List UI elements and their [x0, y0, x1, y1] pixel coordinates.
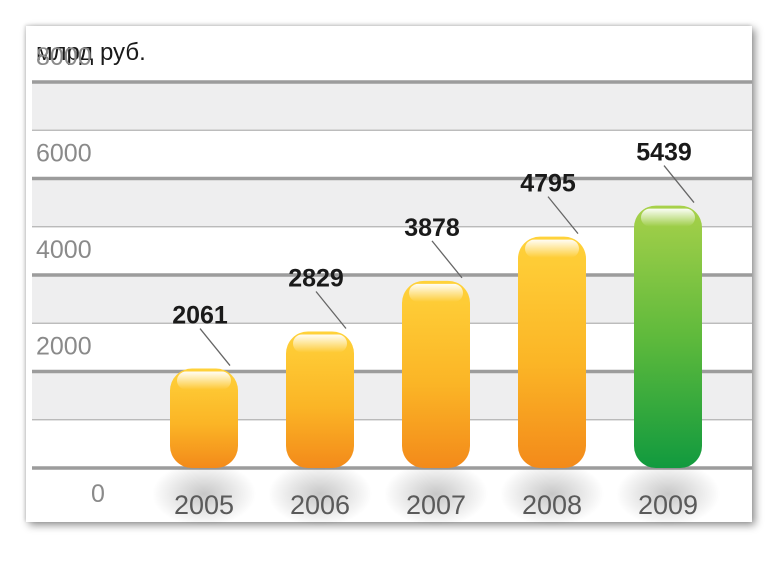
y-tick-label: 8000 — [36, 43, 92, 71]
chart-frame: млрд руб. 0 2000 4000 6000 8000 2005 2006 2007… — [26, 26, 752, 526]
x-tick-label: 2008 — [522, 490, 582, 520]
bar-highlight — [293, 334, 347, 353]
value-leader-line — [663, 165, 695, 203]
y-tick-label: 4000 — [36, 236, 92, 264]
bar-shadow — [616, 462, 720, 526]
x-tick-label: 2006 — [290, 490, 350, 520]
y-tick-label: 2000 — [36, 333, 92, 361]
bar-2008 — [518, 236, 586, 468]
bar-shadow — [152, 462, 256, 526]
x-tick-label: 2007 — [406, 490, 466, 520]
bar-2009 — [634, 205, 702, 469]
value-leader-line — [547, 196, 579, 235]
bar-2005 — [170, 368, 238, 468]
value-label-2005: 2061 — [172, 302, 228, 330]
bar-2006 — [286, 331, 354, 468]
grid-band — [32, 371, 752, 420]
grid-band — [32, 178, 752, 227]
x-tick-label: 2009 — [638, 490, 698, 520]
bar-highlight — [641, 208, 695, 227]
value-leader-line — [199, 328, 231, 366]
bar-shadow — [500, 462, 604, 526]
y-tick-label: 0 — [91, 480, 105, 508]
grid-band — [32, 275, 752, 324]
bar-highlight — [177, 371, 231, 390]
bar-chart: млрд руб. 0 2000 4000 6000 8000 2005 2006 2007… — [32, 39, 752, 526]
bar-shadow — [384, 462, 488, 526]
bar-2007 — [402, 280, 470, 468]
value-leader-line — [431, 240, 463, 279]
bar-highlight — [525, 239, 579, 258]
value-label-2008: 4795 — [520, 170, 576, 198]
x-tick-label: 2005 — [174, 490, 234, 520]
value-label-2007: 3878 — [404, 214, 460, 242]
unit-label: млрд руб. — [36, 39, 146, 66]
value-label-2009: 5439 — [636, 139, 692, 167]
value-leader-line — [315, 291, 347, 329]
grid-band — [32, 82, 752, 131]
y-tick-label: 6000 — [36, 140, 92, 168]
bar-highlight — [409, 283, 463, 302]
value-label-2006: 2829 — [288, 265, 344, 293]
bar-shadow — [268, 462, 372, 526]
